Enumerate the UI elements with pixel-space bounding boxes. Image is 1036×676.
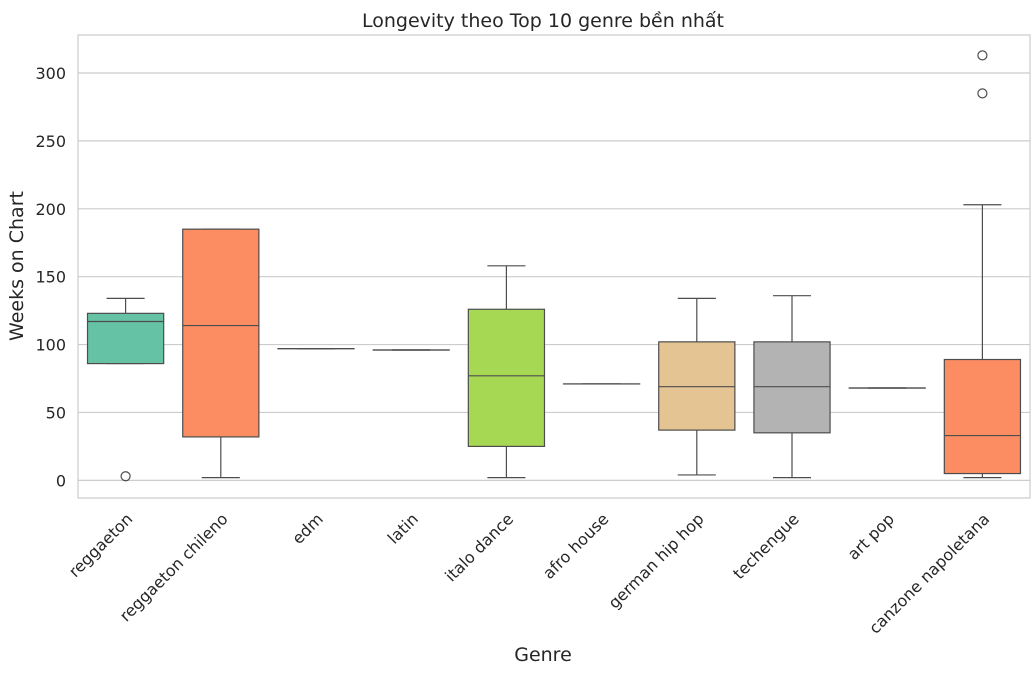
iqr-box <box>467 308 546 448</box>
box-reggaeton <box>86 297 165 482</box>
x-tick-label-latin: latin <box>384 509 422 547</box>
x-tick-label-art-pop: art pop <box>844 509 898 563</box>
x-tick-label-reggaeton-chileno: reggaeton chileno <box>116 509 232 625</box>
box-italo-dance <box>467 265 546 479</box>
x-tick-label-reggaeton: reggaeton <box>65 509 137 581</box>
y-tick-labels: 0 50 100 150 200 250 300 <box>35 64 66 490</box>
x-axis-label: Genre <box>514 644 572 666</box>
y-tick-label-250: 250 <box>35 132 66 151</box>
plot-frame <box>77 34 1031 499</box>
outlier-point <box>977 50 988 61</box>
box-german-hip-hop <box>658 297 736 476</box>
x-tick-label-edm: edm <box>288 509 327 548</box>
outlier-point <box>977 88 988 99</box>
x-tick-label-italo-dance: italo dance <box>441 509 517 585</box>
y-tick-label-0: 0 <box>56 471 66 490</box>
y-tick-label-150: 150 <box>35 268 66 287</box>
y-tick-label-100: 100 <box>35 336 66 355</box>
box-reggaeton-chileno <box>182 228 260 479</box>
iqr-box <box>182 228 260 438</box>
iqr-box <box>86 312 165 365</box>
box-techengue <box>753 295 831 479</box>
y-tick-label-300: 300 <box>35 64 66 83</box>
iqr-box <box>943 358 1022 475</box>
x-tick-label-german-hip-hop: german hip hop <box>605 509 708 612</box>
x-tick-label-techengue: techengue <box>729 509 803 583</box>
box-canzone-napoletana <box>943 50 1022 479</box>
y-tick-label-50: 50 <box>46 403 66 422</box>
chart-title: Longevity theo Top 10 genre bền nhất <box>361 10 724 32</box>
boxes <box>86 50 1022 482</box>
outlier-point <box>120 471 131 482</box>
iqr-box <box>658 341 736 431</box>
x-tick-label-afro-house: afro house <box>539 509 612 582</box>
iqr-box <box>753 341 831 434</box>
y-tick-label-200: 200 <box>35 200 66 219</box>
